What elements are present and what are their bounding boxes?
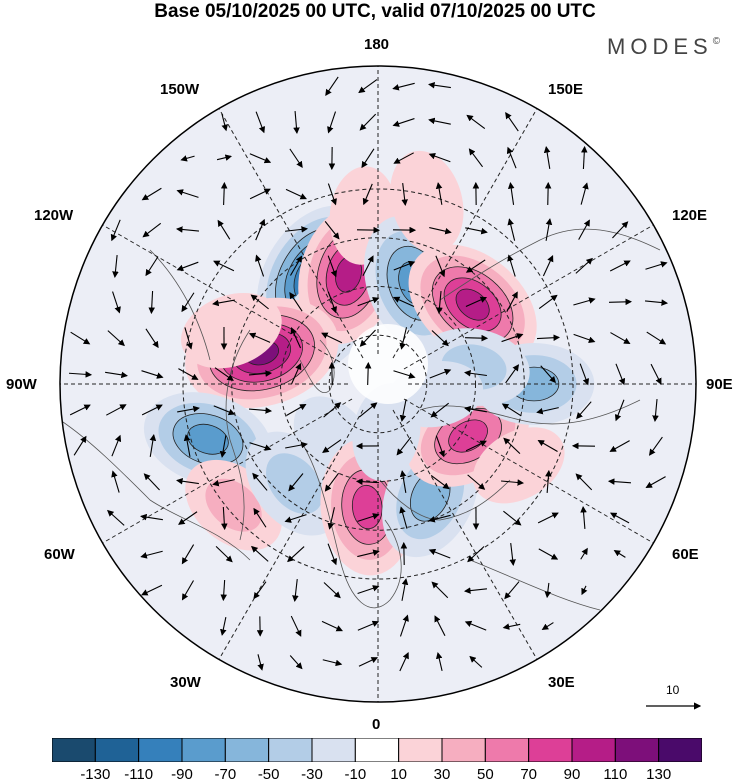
colorbar-segment — [95, 738, 138, 762]
colorbar-segment — [659, 738, 702, 762]
wind-vector-arrow — [332, 363, 333, 385]
colorbar-tick-label: 30 — [434, 766, 451, 783]
colorbar-segment — [312, 738, 355, 762]
colorbar-tick-label: 50 — [477, 766, 494, 783]
vector-reference: 10 — [642, 683, 702, 715]
wind-vector-arrow — [368, 363, 369, 385]
lon-label-180: 180 — [364, 36, 389, 53]
lon-label-60w: 60W — [44, 546, 75, 563]
colorbar-ticks: -130 -110 -90 -70 -50 -30 -10 10 30 50 70 90 110 130 — [0, 766, 750, 784]
colorbar-tick-label: 110 — [603, 766, 627, 783]
colorbar-segment — [615, 738, 658, 762]
lon-label-90w: 90W — [6, 376, 37, 393]
colorbar-tick-label: -110 — [124, 766, 153, 783]
lon-label-60e: 60E — [672, 546, 699, 563]
colorbar-tick-label: -90 — [171, 766, 193, 783]
lon-label-0: 0 — [372, 716, 380, 733]
lon-label-30w: 30W — [170, 674, 201, 691]
lon-label-120e: 120E — [672, 207, 707, 224]
wind-vector-arrow — [465, 338, 487, 339]
colorbar-tick-label: -50 — [258, 766, 280, 783]
colorbar-tick-label: -10 — [344, 766, 366, 783]
colorbar-segment — [355, 738, 398, 762]
colorbar-tick-label: -70 — [214, 766, 236, 783]
colorbar-tick-label: 10 — [390, 766, 407, 783]
colorbar-segment — [225, 738, 268, 762]
colorbar-tick-label: -30 — [301, 766, 323, 783]
colorbar-segment — [442, 738, 485, 762]
colorbar-segment — [485, 738, 528, 762]
colorbar-segment — [529, 738, 572, 762]
colorbar-segment — [52, 738, 95, 762]
lon-label-120w: 120W — [34, 207, 73, 224]
colorbar-tick-label: 130 — [646, 766, 671, 783]
wind-vector-arrow — [609, 302, 631, 303]
lon-label-30e: 30E — [548, 674, 575, 691]
colorbar-segment — [572, 738, 615, 762]
colorbar-tick-label: 70 — [520, 766, 537, 783]
lon-label-90e: 90E — [706, 376, 733, 393]
lon-label-150e: 150E — [548, 81, 583, 98]
colorbar-segment — [269, 738, 312, 762]
colorbar-segment — [399, 738, 442, 762]
colorbar — [52, 738, 702, 762]
lon-label-150w: 150W — [160, 81, 199, 98]
colorbar-segment — [182, 738, 225, 762]
colorbar-segment — [139, 738, 182, 762]
colorbar-tick-label: 90 — [564, 766, 581, 783]
colorbar-tick-label: -130 — [80, 766, 110, 783]
